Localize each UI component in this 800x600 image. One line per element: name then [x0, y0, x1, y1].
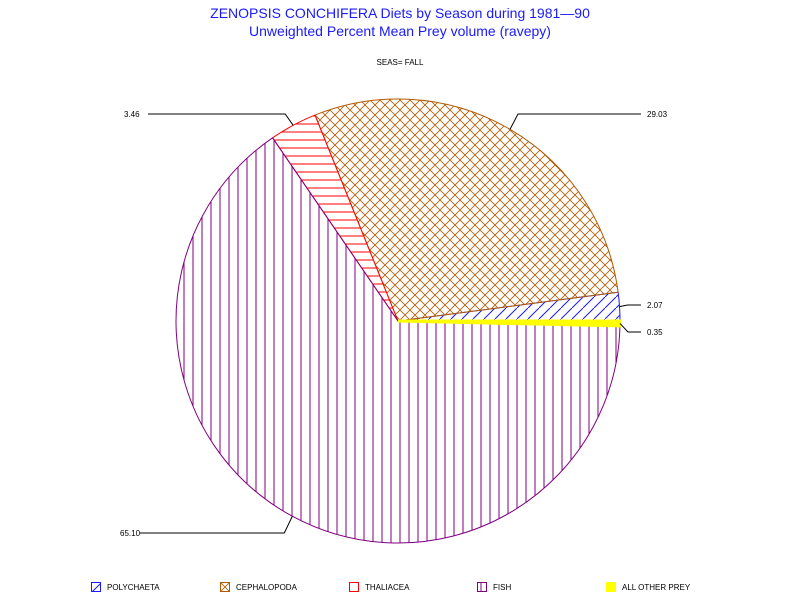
legend-swatch-polychaeta — [91, 582, 101, 592]
legend-swatch-all-other-prey — [606, 582, 616, 592]
legend-item-polychaeta: POLYCHAETA — [91, 582, 160, 592]
pie-slice-all-other-prey — [397, 319, 622, 328]
legend: POLYCHAETA CEPHALOPODA THALIACEA FISH AL… — [0, 582, 800, 598]
legend-label-cephalopoda: CEPHALOPODA — [236, 582, 297, 592]
leader-line-all-other-prey — [619, 323, 641, 333]
legend-item-cephalopoda: CEPHALOPODA — [220, 582, 297, 592]
legend-label-fish: FISH — [493, 582, 512, 592]
legend-label-polychaeta: POLYCHAETA — [107, 582, 160, 592]
season-label: SEAS= FALL — [376, 58, 424, 67]
value-label-cephalopoda: 29.03 — [647, 110, 668, 119]
value-label-polychaeta: 2.07 — [647, 301, 663, 310]
leader-line-thaliacea — [148, 113, 294, 126]
pie-slice-cephalopoda — [314, 98, 619, 322]
legend-swatch-fish — [477, 582, 487, 592]
value-label-thaliacea: 3.46 — [124, 110, 140, 119]
legend-label-thaliacea: THALIACEA — [365, 582, 410, 592]
leader-line-fish — [140, 516, 293, 534]
legend-item-fish: FISH — [477, 582, 511, 592]
value-label-fish: 65.10 — [120, 529, 141, 538]
value-label-all-other-prey: 0.35 — [647, 328, 663, 337]
legend-item-all-other-prey: ALL OTHER PREY — [606, 582, 690, 592]
leader-line-polychaeta — [619, 304, 641, 308]
legend-label-all-other-prey: ALL OTHER PREY — [622, 582, 691, 592]
leader-line-cephalopoda — [509, 113, 641, 130]
legend-item-thaliacea: THALIACEA — [349, 582, 409, 592]
pie-chart: 2.07 29.03 3.46 65.10 0.35 — [120, 98, 668, 544]
chart-subtitle: Unweighted Percent Mean Prey volume (rav… — [249, 23, 551, 39]
legend-swatch-thaliacea — [349, 582, 359, 592]
legend-swatch-cephalopoda — [220, 582, 230, 592]
chart-title: ZENOPSIS CONCHIFERA Diets by Season duri… — [210, 5, 590, 21]
